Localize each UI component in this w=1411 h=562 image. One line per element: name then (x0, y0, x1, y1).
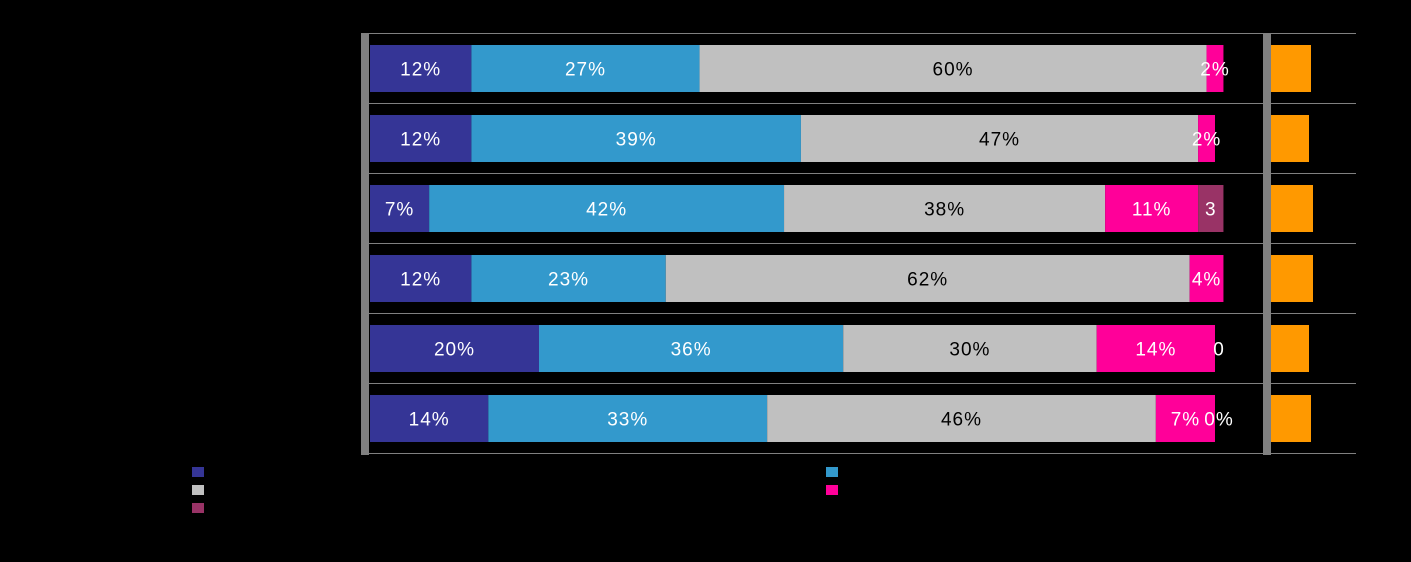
segment-label: 4% (1192, 270, 1221, 291)
legend-swatch (192, 467, 204, 477)
bar-segment (843, 325, 1097, 372)
segment-label: 0% (1204, 410, 1233, 431)
segment-label: 7% (385, 200, 414, 221)
bar-segment (488, 395, 768, 442)
segment-label: 39% (616, 130, 657, 151)
bar-segment (1105, 185, 1199, 232)
bar-segment (1198, 115, 1215, 162)
side-bar (1271, 185, 1313, 232)
segment-label: 62% (907, 270, 948, 291)
bar-segment (1206, 45, 1224, 92)
segment-label: 0 (1213, 340, 1225, 361)
segment-label: 12% (400, 270, 441, 291)
side-bar (1271, 45, 1311, 92)
bar-segment (767, 395, 1156, 442)
bar-segment (800, 115, 1199, 162)
bar-segment (1189, 255, 1224, 302)
side-bar (1271, 325, 1309, 372)
bar-segment (665, 255, 1190, 302)
bar-segment (471, 45, 700, 92)
side-bar (1271, 395, 1311, 442)
segment-label: 36% (671, 340, 712, 361)
bar-segment (370, 255, 472, 302)
bar-segment (784, 185, 1106, 232)
legend (192, 467, 838, 513)
bar-segment (699, 45, 1207, 92)
segment-label: 42% (586, 200, 627, 221)
segment-label: 2% (1192, 130, 1221, 151)
segment-label: 38% (924, 200, 965, 221)
legend-swatch (192, 503, 204, 513)
legend-swatch (826, 467, 838, 477)
bar-segment (370, 115, 472, 162)
legend-swatch (192, 485, 204, 495)
segment-label: 14% (409, 410, 450, 431)
side-bars (1271, 45, 1313, 442)
segment-label: 47% (979, 130, 1020, 151)
bar-segment (1198, 185, 1224, 232)
bar-segment (429, 185, 785, 232)
segment-label: 12% (400, 130, 441, 151)
segment-label: 60% (933, 60, 974, 81)
segment-label: 7% (1171, 410, 1200, 431)
bar-segment (370, 395, 489, 442)
side-axis-line (1263, 33, 1271, 455)
bar-segment (370, 45, 472, 92)
segment-label: 14% (1135, 340, 1176, 361)
segment-label: 27% (565, 60, 606, 81)
legend-swatch (826, 485, 838, 495)
bar-segment (471, 115, 801, 162)
side-bar (1271, 255, 1313, 302)
segment-label: 20% (434, 340, 475, 361)
bar-segment (370, 185, 430, 232)
segment-label: 12% (400, 60, 441, 81)
segment-label: 30% (949, 340, 990, 361)
segment-label: 3 (1205, 200, 1217, 221)
bar-segments (370, 45, 1224, 442)
bar-segment (370, 325, 539, 372)
bar-segment (471, 255, 666, 302)
row-gridlines (369, 33, 1356, 454)
segment-label: 2% (1200, 60, 1229, 81)
segment-label: 33% (607, 410, 648, 431)
side-bar (1271, 115, 1309, 162)
segment-label: 46% (941, 410, 982, 431)
bar-segment (539, 325, 844, 372)
segment-label: 23% (548, 270, 589, 291)
bar-segment (1155, 395, 1215, 442)
y-axis-line (361, 33, 369, 455)
bar-segment (1096, 325, 1215, 372)
segment-label: 11% (1132, 200, 1172, 221)
segment-labels: 12% 27% 60% 2% 12% 39% 47% 2% 7% 42% 38% 11% 3 12% 23%… (385, 60, 1233, 431)
